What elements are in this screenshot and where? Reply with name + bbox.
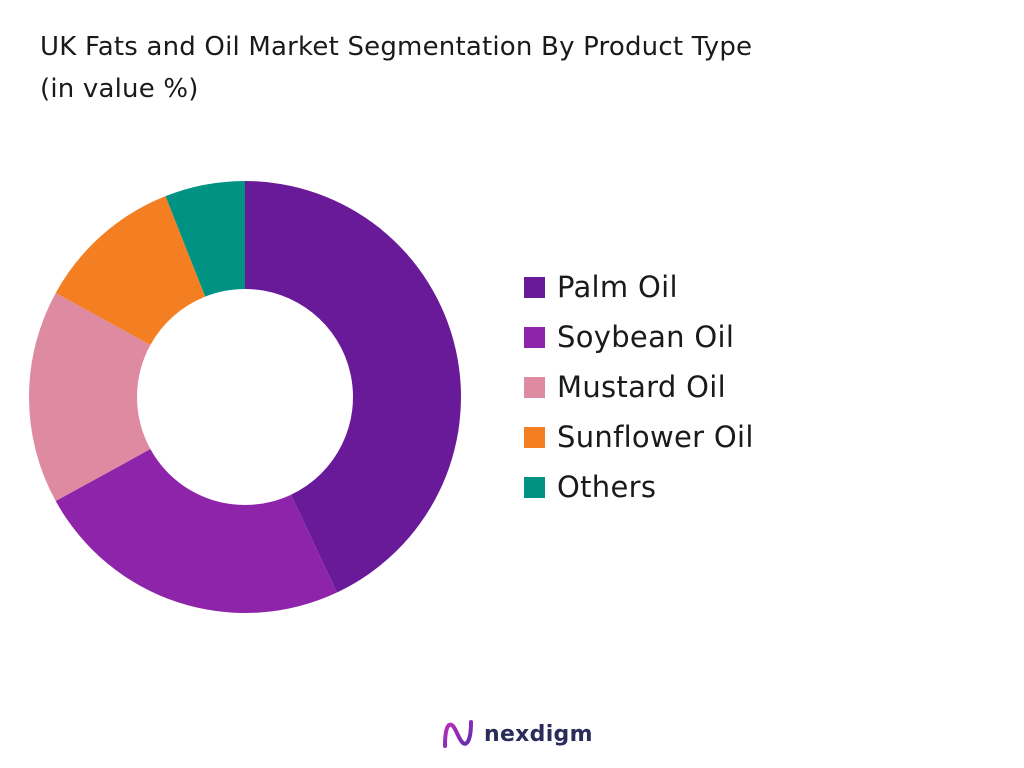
legend-item-soybean-oil: Soybean Oil — [524, 312, 754, 362]
donut-slice-palm-oil — [245, 181, 462, 593]
legend-label: Mustard Oil — [557, 370, 726, 404]
donut-slice-mustard-oil — [28, 292, 151, 502]
legend-label: Soybean Oil — [557, 320, 735, 354]
legend-item-mustard-oil: Mustard Oil — [524, 362, 754, 412]
donut-slice-soybean-oil — [55, 449, 337, 613]
legend-swatch — [524, 276, 545, 298]
legend-swatch — [524, 376, 545, 398]
legend-label: Sunflower Oil — [557, 420, 754, 454]
chart-title-line-1: UK Fats and Oil Market Segmentation By P… — [40, 32, 753, 62]
legend-item-palm-oil: Palm Oil — [524, 262, 754, 312]
legend-swatch — [524, 476, 545, 498]
legend-item-others: Others — [524, 462, 754, 512]
chart-title-line-2: (in value %) — [40, 74, 199, 104]
donut-slices — [28, 181, 462, 613]
donut-slice-others — [165, 181, 245, 297]
chart-title: UK Fats and Oil Market Segmentation By P… — [40, 26, 752, 110]
legend-swatch — [524, 326, 545, 348]
legend-item-sunflower-oil: Sunflower Oil — [524, 412, 754, 462]
chart-legend: Palm Oil Soybean Oil Mustard Oil Sunflow… — [524, 262, 754, 512]
legend-label: Palm Oil — [557, 270, 678, 304]
brand-name: nexdigm — [484, 721, 593, 747]
donut-slice-sunflower-oil — [55, 196, 206, 345]
legend-swatch — [524, 426, 545, 448]
brand-logo: nexdigm — [440, 716, 593, 752]
legend-label: Others — [557, 470, 657, 504]
nexdigm-logo-icon — [443, 720, 473, 748]
